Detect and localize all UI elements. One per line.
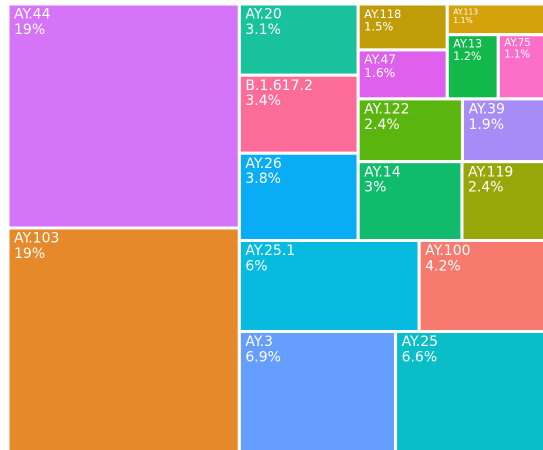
tile-label: AY.47 — [364, 53, 396, 67]
tile-value: 4.2% — [425, 258, 461, 274]
tile-label: AY.39 — [468, 101, 504, 117]
tile-value: 3.8% — [245, 171, 281, 187]
tile — [237, 238, 421, 334]
tile-label: AY.14 — [364, 164, 401, 180]
tile-value: 2.4% — [468, 180, 504, 196]
tile — [356, 48, 449, 101]
tile-value: 1.9% — [468, 117, 504, 133]
tile-label: AY.122 — [364, 101, 409, 117]
tile — [237, 73, 360, 155]
tile-value: 19% — [14, 246, 45, 262]
tile — [417, 238, 543, 334]
tile — [460, 97, 543, 164]
tile-label: AY.25 — [402, 334, 438, 350]
tile-label: AY.119 — [468, 164, 513, 180]
tile-value: 6% — [245, 258, 267, 274]
tile-label: B.1.617.2 — [245, 78, 312, 94]
tile-label: AY.113 — [453, 8, 478, 17]
tile-value: 3.1% — [245, 22, 281, 38]
tile-label: AY.118 — [364, 7, 401, 21]
tile-value: 6.6% — [402, 350, 438, 366]
tile — [445, 33, 500, 101]
tile-label: AY.3 — [245, 334, 273, 350]
tile-label: AY.44 — [14, 7, 51, 23]
tile-label: AY.75 — [504, 38, 530, 49]
tile-label: AY.25.1 — [245, 243, 295, 259]
tile-value: 19% — [14, 22, 45, 38]
tile — [356, 97, 464, 164]
tile-value: 3.4% — [245, 93, 281, 109]
tile-value: 3% — [364, 180, 386, 196]
tile — [394, 330, 543, 450]
tile-value: 1.1% — [504, 49, 530, 60]
tile — [460, 160, 543, 242]
tile — [6, 226, 241, 450]
tile-label: AY.20 — [245, 7, 281, 23]
tile-value: 2.4% — [364, 117, 400, 133]
tile — [496, 33, 543, 101]
tile-label: AY.103 — [14, 231, 59, 247]
tile-value: 1.5% — [364, 19, 393, 33]
tile — [237, 330, 398, 450]
tile-label: AY.26 — [245, 156, 282, 172]
tile-label: AY.100 — [425, 243, 470, 259]
tile — [6, 2, 241, 230]
tile-value: 1.1% — [453, 16, 472, 25]
tile-value: 6.9% — [245, 350, 281, 366]
tile-value: 1.2% — [453, 50, 481, 63]
tile-value: 1.6% — [364, 66, 395, 80]
tile-label: AY.13 — [453, 38, 482, 51]
